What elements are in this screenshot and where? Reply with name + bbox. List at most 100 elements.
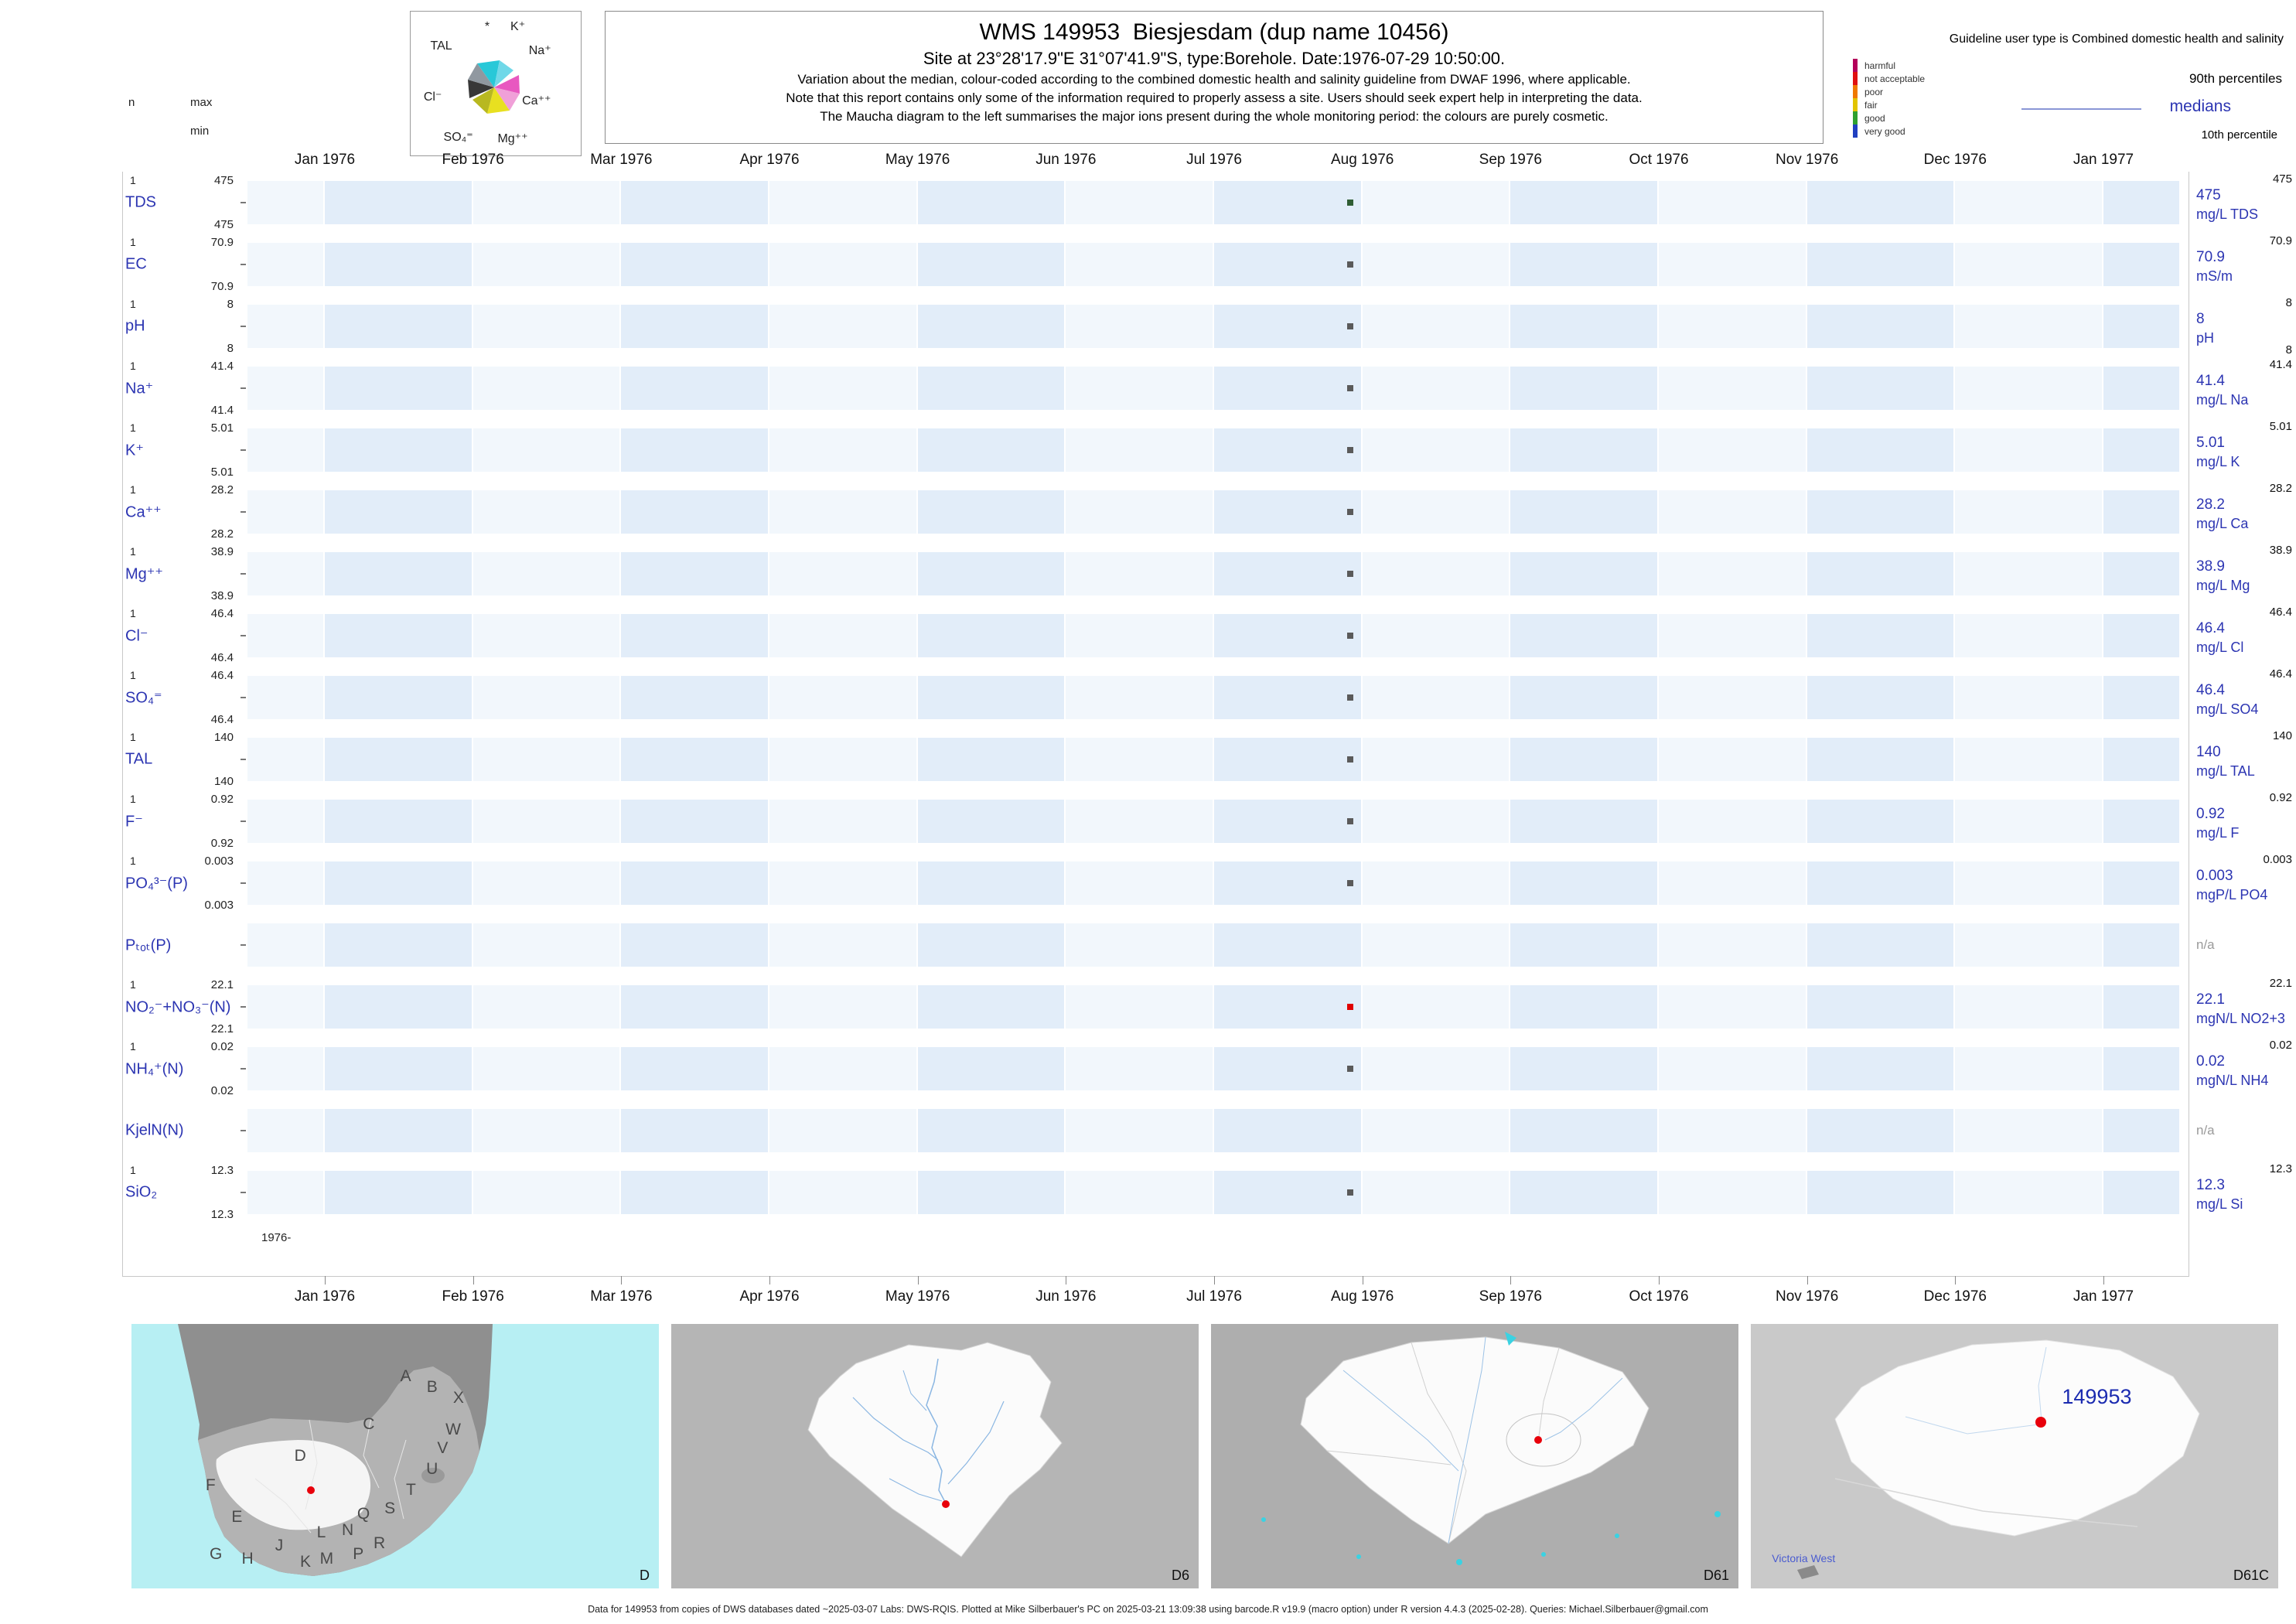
sample-count: 1 — [130, 421, 136, 434]
row-right-labels: 0.92 0.92 mg/L F — [2196, 790, 2294, 852]
month-label: Dec 1976 — [1923, 1288, 1987, 1305]
month-stripe — [917, 738, 1066, 781]
region-letter: B — [426, 1378, 438, 1397]
month-stripe — [1955, 305, 2103, 348]
parameter-row: 1 0.003 0.003 PO₄³⁻(P) 0.003 0.003 mgP/L PO4 — [0, 852, 2296, 914]
month-stripe — [247, 367, 325, 410]
month-label: Feb 1976 — [442, 152, 504, 168]
month-stripe — [1806, 1047, 1956, 1090]
month-stripe — [1659, 1047, 1807, 1090]
max-value: 0.92 — [210, 793, 234, 806]
row-left-labels: 1 5.01 5.01 K⁺ — [122, 419, 237, 481]
sample-point — [1346, 818, 1353, 824]
month-stripe — [325, 985, 473, 1029]
row-left-labels: KjelN(N) — [122, 1100, 237, 1162]
guideline-class-item: fair — [1853, 98, 1925, 111]
unit-label: mg/L F — [2196, 825, 2240, 841]
sample-count: 1 — [130, 1164, 136, 1176]
month-stripe — [1066, 676, 1214, 719]
min-value: 12.3 — [210, 1208, 234, 1221]
month-label: Feb 1976 — [442, 1288, 504, 1305]
guideline-class-swatch — [1853, 98, 1858, 111]
month-stripe — [247, 181, 325, 224]
month-stripe — [325, 1047, 473, 1090]
month-stripe — [1066, 614, 1214, 657]
min-value: 475 — [213, 218, 234, 231]
month-tick — [473, 1276, 474, 1285]
month-stripe — [1214, 181, 1363, 224]
month-stripe — [325, 800, 473, 843]
month-label: Jun 1976 — [1035, 1288, 1097, 1305]
month-tick — [769, 1276, 770, 1285]
dam-marker — [1456, 1559, 1462, 1565]
river-path — [2038, 1346, 2047, 1422]
month-stripe — [621, 181, 769, 224]
month-stripe — [917, 490, 1066, 534]
p90-value: 46.4 — [2269, 606, 2292, 619]
max-value: 0.02 — [210, 1040, 234, 1053]
month-stripe — [1066, 923, 1214, 967]
month-stripe — [2103, 552, 2181, 595]
month-stripe — [1659, 676, 1807, 719]
parameter-row: 1 28.2 28.2 Ca⁺⁺ 28.2 28.2 mg/L Ca — [0, 481, 2296, 543]
row-axis-tick — [241, 1068, 246, 1070]
month-stripe — [1955, 676, 2103, 719]
parameter-name: Pₜₒₜ(P) — [125, 937, 172, 954]
month-label: Jan 1977 — [2073, 1288, 2134, 1305]
month-label: Jul 1976 — [1186, 152, 1242, 168]
month-stripe — [247, 1109, 325, 1152]
catchment-outline — [1834, 1339, 2200, 1537]
month-stripe — [1955, 490, 2103, 534]
parameter-name: NO₂⁻+NO₃⁻(N) — [125, 998, 231, 1016]
drainage-region-code: D61 — [1703, 1568, 1729, 1583]
month-stripe — [1806, 676, 1956, 719]
timeline-band — [241, 305, 2181, 348]
month-stripe — [247, 800, 325, 843]
region-letter: T — [406, 1481, 416, 1499]
month-stripe — [1214, 738, 1363, 781]
sample-count: 1 — [130, 174, 136, 186]
month-stripe — [1806, 985, 1956, 1029]
month-stripe — [473, 367, 622, 410]
timeline-band — [241, 985, 2181, 1029]
month-stripe — [621, 305, 769, 348]
guideline-class-swatch — [1853, 111, 1858, 125]
month-stripe — [1806, 552, 1956, 595]
row-left-labels: 1 38.9 38.9 Mg⁺⁺ — [122, 543, 237, 605]
month-stripe — [1362, 243, 1511, 286]
month-stripe — [917, 1171, 1066, 1214]
p90-legend-label: 90th percentiles — [2189, 71, 2282, 86]
month-stripe — [473, 861, 622, 905]
month-stripe — [1066, 305, 1214, 348]
month-stripe — [247, 1171, 325, 1214]
unit-label: mg/L Ca — [2196, 516, 2249, 531]
month-stripe — [1955, 428, 2103, 472]
parameter-name: NH₄⁺(N) — [125, 1060, 184, 1078]
month-stripe — [1659, 552, 1807, 595]
month-stripe — [1066, 181, 1214, 224]
row-left-labels: 1 41.4 41.4 Na⁺ — [122, 357, 237, 419]
month-stripe — [247, 861, 325, 905]
row-axis-tick — [241, 944, 246, 946]
catchment-outline — [1300, 1336, 1650, 1544]
month-stripe — [1510, 676, 1659, 719]
month-stripe — [1659, 923, 1807, 967]
row-right-labels: 46.4 46.4 mg/L Cl — [2196, 605, 2294, 667]
month-stripe — [2103, 985, 2181, 1029]
month-stripe — [1214, 1171, 1363, 1214]
row-left-labels: 1 140 140 TAL — [122, 728, 237, 790]
row-axis-tick — [241, 326, 246, 327]
month-stripe — [247, 923, 325, 967]
month-stripe — [1214, 490, 1363, 534]
sample-count: 1 — [130, 1040, 136, 1053]
month-stripe — [769, 552, 918, 595]
guideline-class-swatch — [1853, 85, 1858, 98]
catchment-outline — [807, 1342, 1063, 1557]
month-stripe — [1806, 490, 1956, 534]
parameter-row: 1 0.02 0.02 NH₄⁺(N) 0.02 0.02 mgN/L NH4 — [0, 1038, 2296, 1100]
month-stripe — [621, 490, 769, 534]
sample-point — [1346, 200, 1353, 206]
month-stripe — [1806, 861, 1956, 905]
month-stripe — [1362, 490, 1511, 534]
month-stripe — [1510, 614, 1659, 657]
